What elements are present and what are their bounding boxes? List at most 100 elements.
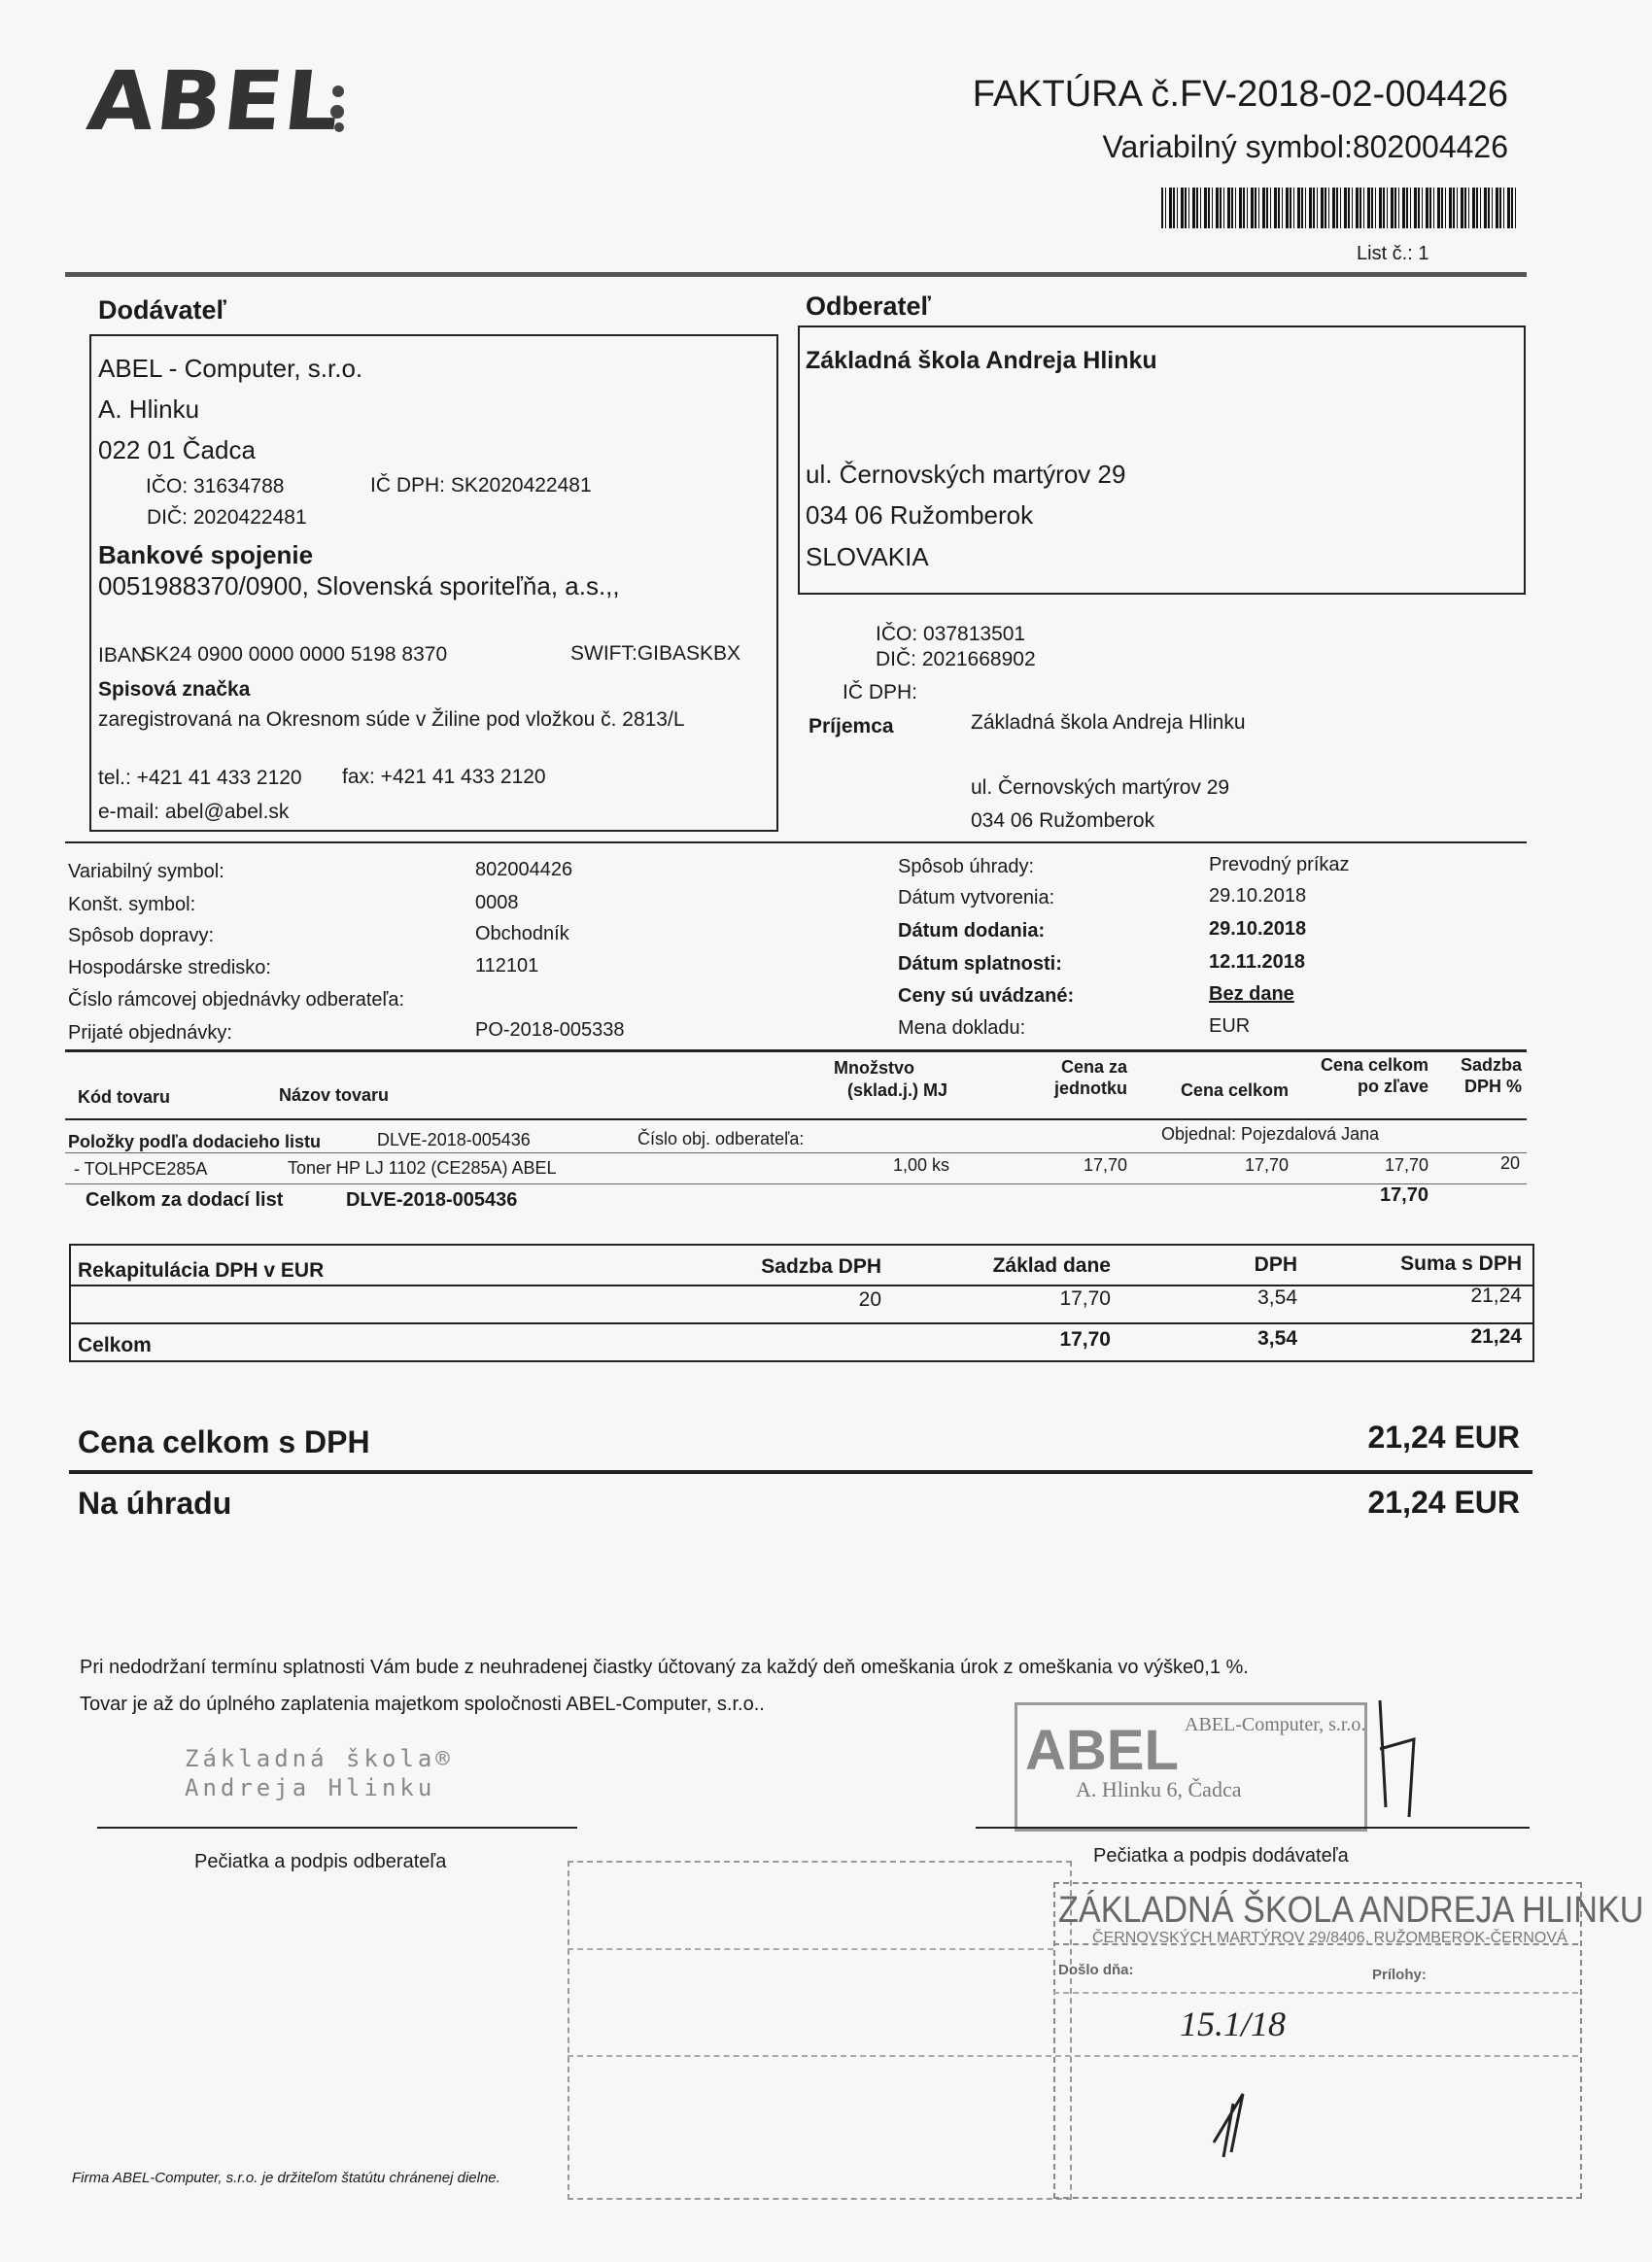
info-label: Dátum dodania: (898, 920, 1046, 942)
item-total: 17,70 (1244, 1155, 1289, 1175)
iban-label: IBAN (98, 644, 147, 667)
iban-value: SK24 0900 0000 0000 5198 8370 (142, 643, 448, 666)
supplier-dic: DIČ: 2020422481 (147, 506, 307, 529)
supplier-sign-line (976, 1827, 1530, 1829)
supplier-name: ABEL - Computer, s.r.o. (98, 354, 363, 383)
supplier-heading: Dodávateľ (98, 295, 226, 325)
registry-handwritten-date: 15.1/18 (1180, 2005, 1287, 2043)
legal-note: Firma ABEL-Computer, s.r.o. je držiteľom… (72, 2170, 500, 2186)
customer-ico: IČO: 037813501 (876, 623, 1026, 645)
col-vat: Sadzba (1460, 1055, 1522, 1075)
vat-col-vat: DPH (1254, 1253, 1297, 1276)
col-vat-2: DPH % (1463, 1077, 1522, 1096)
customer-stamp-line1: Základná škola® (185, 1745, 454, 1772)
total-with-vat-label: Cena celkom s DPH (78, 1424, 370, 1459)
supplier-box (89, 334, 778, 832)
supplier-fax: fax: +421 41 433 2120 (342, 766, 546, 788)
info-label: Dátum splatnosti: (898, 953, 1062, 975)
vat-total-divider (69, 1322, 1532, 1324)
subtotal-doc: DLVE-2018-005436 (346, 1189, 518, 1211)
supplier-street: A. Hlinku (98, 394, 200, 424)
col-discounted: Cena celkom (1320, 1055, 1428, 1075)
items-header-divider (65, 1118, 1527, 1120)
info-value: EUR (1209, 1015, 1251, 1037)
swift-value: SWIFT:GIBASKBX (570, 642, 741, 665)
to-pay-label: Na úhradu (78, 1486, 232, 1521)
header-divider (65, 272, 1527, 277)
vat-recap-table (69, 1244, 1534, 1362)
vat-total-sum: 21,24 (1470, 1325, 1522, 1348)
info-value: 12.11.2018 (1209, 951, 1305, 973)
recipient-name: Základná škola Andreja Hlinku (971, 711, 1246, 734)
col-qty-unit: (sklad.j.) MJ (847, 1080, 948, 1100)
vat-header-divider (69, 1285, 1532, 1286)
customer-dic: DIČ: 2021668902 (876, 648, 1036, 670)
item-unit-price: 17,70 (1083, 1155, 1127, 1175)
subtotal-value: 17,70 (1379, 1184, 1428, 1206)
info-value: Obchodník (475, 923, 569, 944)
info-value: Prevodný príkaz (1209, 854, 1350, 875)
vat-total-base: 17,70 (1059, 1328, 1111, 1351)
subtotal-label: Celkom za dodací list (86, 1189, 284, 1211)
row-divider (65, 1183, 1527, 1184)
info-label: Konšt. symbol: (68, 894, 196, 915)
info-label: Hospodárske stredisko: (68, 957, 271, 978)
item-vat: 20 (1499, 1153, 1520, 1173)
registry-stamp-title: ZÁKLADNÁ ŠKOLA ANDREJA HLINKU (1058, 1890, 1644, 1931)
customer-sign-label: Pečiatka a podpis odberateľa (194, 1851, 447, 1872)
supplier-signature (1378, 1699, 1416, 1818)
customer-sign-line (97, 1827, 577, 1829)
total-with-vat-value: 21,24 EUR (1367, 1420, 1520, 1455)
registry-stamp-address: ČERNOVSKÝCH MARTÝROV 29/8406, RUŽOMBEROK… (1092, 1930, 1567, 1946)
supplier-stamp-logo: ABEL (1025, 1719, 1179, 1782)
customer-country: SLOVAKIA (806, 542, 929, 571)
vat-total-vat: 3,54 (1257, 1327, 1297, 1350)
registry-signature (1212, 2093, 1245, 2158)
info-value: 29.10.2018 (1209, 918, 1307, 940)
col-name: Názov tovaru (279, 1085, 390, 1105)
info-label: Spôsob dopravy: (68, 925, 215, 946)
barcode (1161, 188, 1518, 228)
registry-stamp: ZÁKLADNÁ ŠKOLA ANDREJA HLINKU ČERNOVSKÝC… (568, 1861, 1644, 2200)
supplier-city: 022 01 Čadca (98, 435, 256, 464)
info-value: 0008 (475, 892, 519, 913)
variable-symbol-header: Variabilný symbol:802004426 (1102, 129, 1508, 164)
info-value: Bez dane (1209, 983, 1294, 1005)
col-code: Kód tovaru (78, 1087, 171, 1107)
info-label: Prijaté objednávky: (68, 1022, 232, 1044)
vat-recap-title: Rekapitulácia DPH v EUR (78, 1259, 325, 1282)
recipient-city: 034 06 Ružomberok (971, 809, 1155, 832)
vat-base: 17,70 (1059, 1287, 1111, 1310)
col-discounted-2: po zľave (1358, 1077, 1428, 1096)
vat-rate: 20 (858, 1288, 881, 1311)
supplier-icdph: IČ DPH: SK2020422481 (370, 474, 592, 497)
vat-sum: 21,24 (1470, 1285, 1522, 1307)
info-label: Spôsob úhrady: (898, 856, 1035, 877)
ordered-by: Objednal: Pojezdalová Jana (1161, 1124, 1380, 1144)
item-name: Toner HP LJ 1102 (CE285A) ABEL (288, 1158, 557, 1178)
vat-col-sum: Suma s DPH (1400, 1252, 1522, 1275)
page-number: List č.: 1 (1357, 243, 1429, 264)
delivery-group-label: Položky podľa dodacieho listu (68, 1132, 321, 1151)
info-label: Variabilný symbol: (68, 861, 224, 882)
bank-heading: Bankové spojenie (98, 540, 314, 569)
customer-street: ul. Černovských martýrov 29 (806, 460, 1126, 489)
vat-col-base: Základ dane (992, 1254, 1111, 1277)
vat-col-rate: Sadzba DPH (761, 1255, 881, 1278)
totals-divider (69, 1470, 1532, 1474)
info-divider-top (65, 841, 1527, 843)
customer-stamp-line2: Andreja Hlinku (185, 1774, 436, 1801)
customer-city: 034 06 Ružomberok (806, 500, 1034, 530)
supplier-sign-label: Pečiatka a podpis dodávateľa (1093, 1845, 1349, 1867)
col-total: Cena celkom (1180, 1080, 1289, 1100)
supplier-stamp-line1: ABEL-Computer, s.r.o. (1185, 1714, 1366, 1735)
item-qty: 1,00 ks (892, 1155, 949, 1175)
col-qty: Množstvo (834, 1058, 914, 1078)
invoice-title: FAKTÚRA č.FV-2018-02-004426 (972, 74, 1508, 115)
info-value: PO-2018-005338 (475, 1019, 625, 1041)
bank-account: 0051988370/0900, Slovenská sporiteľňa, a… (98, 571, 620, 600)
col-unit-price: Cena za (1060, 1057, 1127, 1077)
customer-stamp: Základná škola® Andreja Hlinku (185, 1744, 454, 1802)
customer-box (798, 326, 1526, 595)
vat-total-label: Celkom (78, 1334, 152, 1356)
